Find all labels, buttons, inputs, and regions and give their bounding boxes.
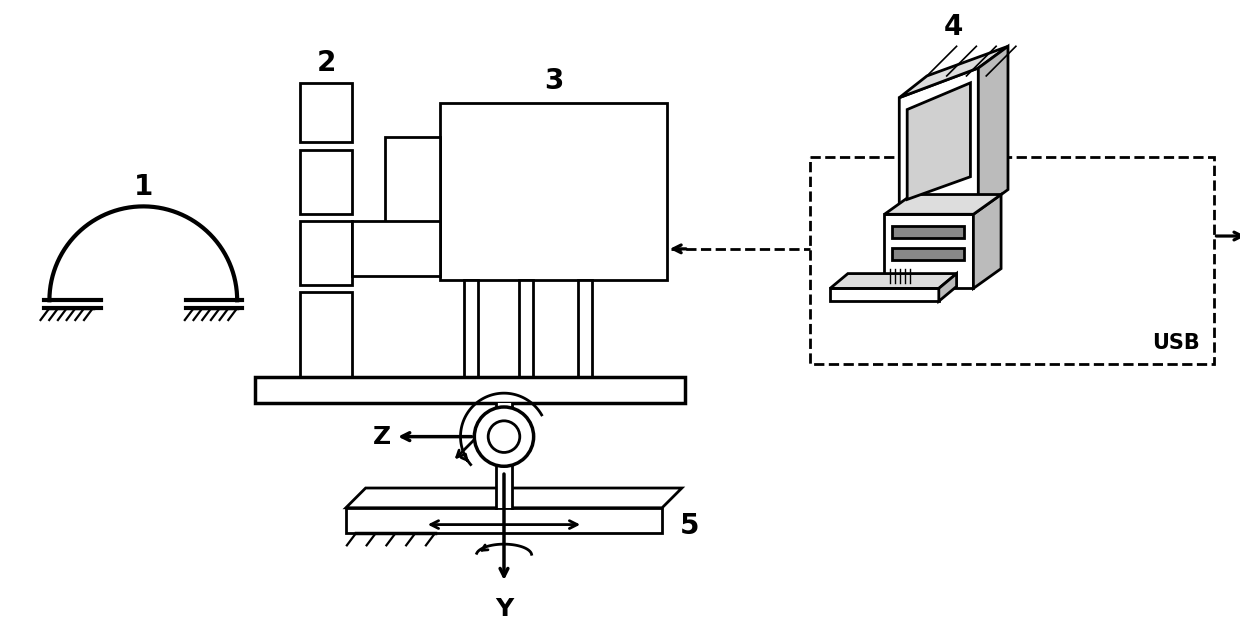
Text: 2: 2	[316, 49, 336, 77]
Bar	[578, 281, 591, 384]
Circle shape	[475, 407, 533, 466]
Text: Y: Y	[495, 597, 513, 621]
Polygon shape	[830, 274, 956, 289]
Polygon shape	[884, 194, 1001, 214]
Text: 5: 5	[680, 511, 699, 540]
Polygon shape	[884, 214, 973, 289]
Polygon shape	[893, 248, 963, 260]
Text: 4: 4	[944, 12, 963, 41]
Bar	[300, 221, 352, 285]
Polygon shape	[830, 289, 939, 301]
Text: 1: 1	[134, 173, 153, 201]
Bar	[465, 281, 479, 384]
Polygon shape	[939, 274, 956, 301]
Polygon shape	[978, 46, 1008, 211]
Polygon shape	[899, 46, 1008, 98]
Bar	[352, 221, 440, 276]
Bar	[810, 157, 1214, 365]
Bar	[300, 292, 352, 386]
Bar	[300, 150, 352, 214]
Bar	[255, 377, 684, 403]
Bar	[496, 403, 512, 507]
Bar	[300, 83, 352, 142]
Polygon shape	[893, 226, 963, 238]
Polygon shape	[346, 488, 682, 507]
Bar	[518, 281, 533, 384]
Bar	[440, 102, 667, 281]
Polygon shape	[973, 194, 1001, 289]
Text: 3: 3	[543, 67, 563, 95]
Circle shape	[489, 421, 520, 453]
Bar	[346, 507, 662, 533]
Bar	[386, 137, 440, 246]
Text: Z: Z	[372, 424, 391, 449]
Text: X: X	[510, 442, 527, 462]
Text: USB: USB	[1152, 333, 1200, 353]
Polygon shape	[899, 68, 978, 236]
Polygon shape	[908, 83, 971, 200]
